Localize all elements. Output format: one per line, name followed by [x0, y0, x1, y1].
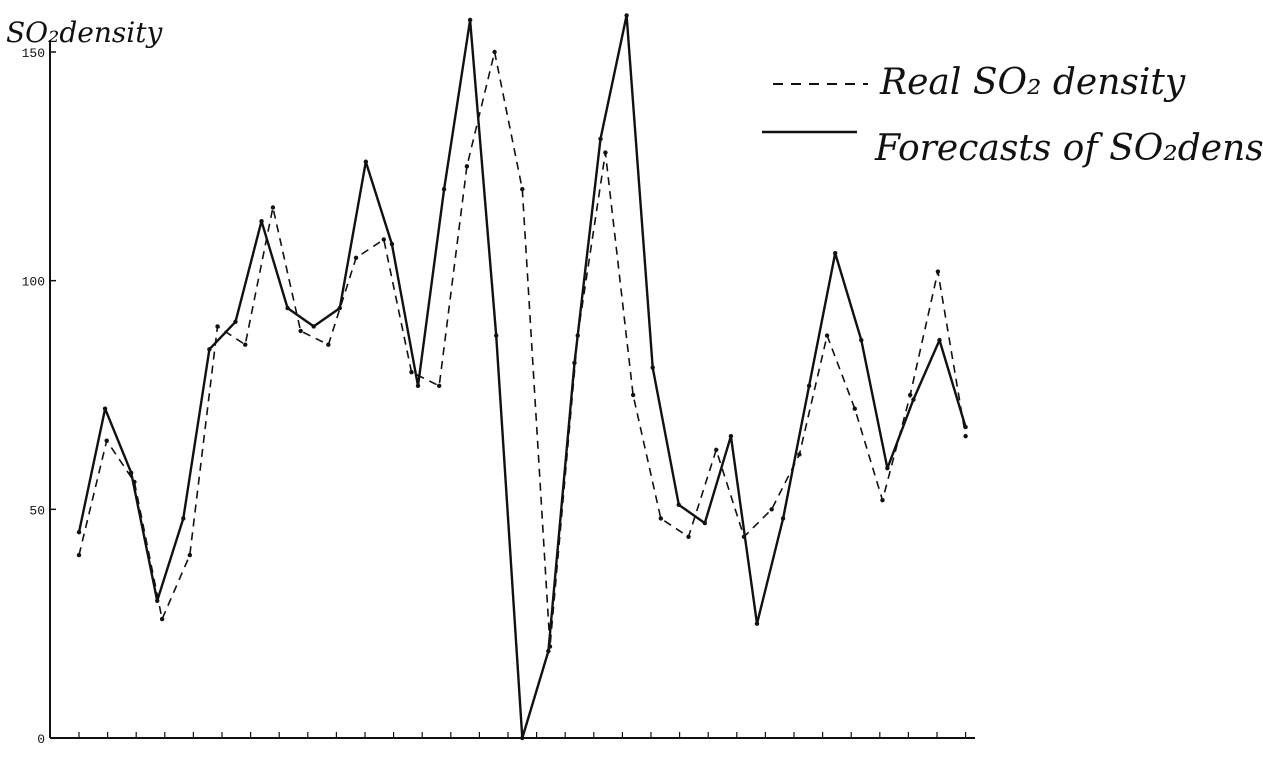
data-point-real: [907, 392, 913, 398]
data-point-real: [630, 392, 636, 398]
data-point-real: [76, 552, 82, 558]
data-point-real: [104, 438, 109, 443]
data-point-forecast: [233, 319, 238, 325]
data-point-forecast: [780, 516, 786, 521]
data-point-forecast: [259, 219, 264, 224]
data-point-forecast: [806, 383, 812, 389]
data-point-real: [464, 164, 470, 169]
data-point-forecast: [76, 530, 82, 535]
data-point-forecast: [494, 333, 499, 338]
series-layer: [76, 13, 968, 741]
series-line-real: [78, 51, 967, 648]
legend-label-real: Real SO₂ density: [879, 62, 1186, 103]
y-axis-label: SO₂density: [6, 16, 163, 49]
data-point-real: [935, 269, 941, 274]
legend: Real SO₂ density Forecasts of SO₂density: [762, 62, 1263, 169]
data-point-forecast: [207, 347, 212, 352]
data-point-real: [326, 342, 331, 347]
data-point-real: [492, 49, 497, 55]
data-point-forecast: [311, 324, 316, 329]
data-point-forecast: [833, 251, 838, 256]
y-tick-label: 50: [29, 503, 45, 518]
data-point-forecast: [520, 735, 525, 741]
data-point-forecast: [181, 516, 186, 521]
data-point-real: [852, 406, 857, 411]
data-point-forecast: [650, 365, 655, 370]
data-point-real: [769, 507, 774, 512]
data-point-real: [353, 255, 359, 260]
data-point-real: [658, 516, 664, 521]
y-tick-label: 150: [22, 46, 45, 61]
data-point-real: [686, 534, 691, 539]
series-line-forecast: [77, 14, 967, 740]
data-point-forecast: [285, 305, 290, 311]
data-point-real: [243, 342, 248, 347]
data-point-real: [381, 237, 386, 242]
data-point-forecast: [937, 337, 942, 343]
data-point-real: [270, 205, 276, 210]
data-point-forecast: [963, 424, 968, 430]
data-point-forecast: [415, 383, 421, 389]
data-point-real: [603, 150, 608, 155]
data-point-real: [409, 369, 414, 375]
data-point-forecast: [702, 520, 708, 526]
data-point-forecast: [754, 621, 760, 626]
data-point-real: [824, 333, 830, 338]
data-point-forecast: [859, 337, 864, 343]
data-point-forecast: [676, 502, 681, 507]
y-tick-label: 0: [37, 732, 45, 747]
data-point-real: [215, 324, 220, 329]
data-point-real: [436, 383, 442, 389]
data-point-forecast: [155, 598, 160, 603]
data-point-forecast: [441, 187, 447, 192]
data-point-forecast: [572, 360, 577, 366]
data-point-forecast: [911, 397, 916, 402]
data-point-real: [714, 447, 719, 453]
data-point-real: [159, 616, 165, 622]
data-point-forecast: [128, 470, 134, 475]
data-point-forecast: [102, 406, 108, 411]
axes: [49, 40, 975, 739]
data-point-forecast: [467, 17, 473, 23]
axis-ticks: 0 50 100 150: [22, 46, 967, 747]
data-point-real: [187, 552, 193, 558]
data-point-real: [298, 328, 303, 334]
data-point-forecast: [624, 13, 629, 18]
y-tick-label: 100: [22, 275, 45, 290]
data-point-forecast: [598, 136, 603, 142]
data-point-real: [880, 497, 885, 503]
data-point-forecast: [337, 305, 342, 311]
data-point-forecast: [885, 465, 890, 471]
data-point-forecast: [389, 241, 395, 247]
data-point-forecast: [546, 648, 551, 654]
data-point-real: [797, 452, 802, 457]
data-point-real: [520, 187, 525, 192]
data-point-forecast: [363, 159, 369, 164]
data-point-real: [963, 433, 968, 439]
legend-label-forecast: Forecasts of SO₂density: [874, 128, 1263, 169]
data-point-forecast: [728, 433, 734, 439]
